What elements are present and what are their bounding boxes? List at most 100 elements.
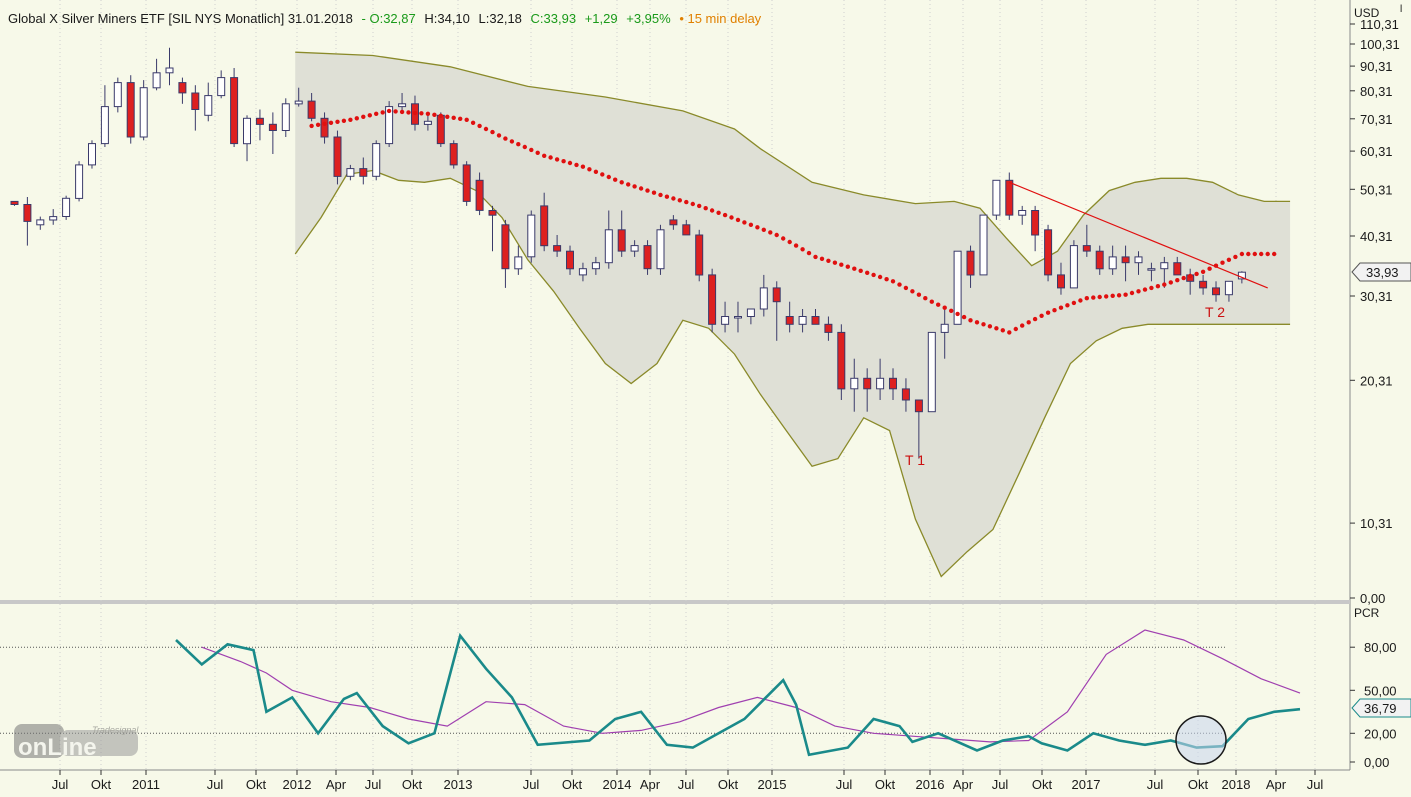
candle-body-16 <box>218 78 225 96</box>
sma-dot-29 <box>497 133 501 137</box>
sma-dot-142 <box>1227 258 1231 262</box>
candle-body-44 <box>579 269 586 275</box>
sma-dot-101 <box>962 315 966 319</box>
sma-dot-27 <box>484 127 488 131</box>
candle-76 <box>993 180 1000 220</box>
time-tick-label-4: Okt <box>246 777 267 792</box>
time-tick-label-18: Okt <box>875 777 896 792</box>
logo-small-text: Tradesignal <box>92 725 139 735</box>
sma-dot-117 <box>1065 303 1069 307</box>
sma-dot-28 <box>490 130 494 134</box>
time-tick-label-2: 2011 <box>132 777 160 792</box>
pcr-tick-label-3: 0,00 <box>1364 755 1389 770</box>
sma-dot-8 <box>361 115 365 119</box>
candle-body-60 <box>786 317 793 325</box>
candle-body-93 <box>1213 288 1220 295</box>
currency-label: USD <box>1354 6 1380 20</box>
time-tick-label-7: Jul <box>365 777 382 792</box>
sma-dot-4 <box>335 120 339 124</box>
candle-body-11 <box>153 73 160 88</box>
candle-body-27 <box>360 169 367 177</box>
candle-body-57 <box>747 309 754 317</box>
sma-dot-55 <box>665 195 669 199</box>
candle-body-69 <box>902 389 909 400</box>
sma-dot-113 <box>1039 314 1043 318</box>
sma-dot-110 <box>1020 323 1024 327</box>
sma-dot-124 <box>1111 294 1115 298</box>
candle-body-28 <box>373 144 380 177</box>
sma-dot-149 <box>1272 252 1276 256</box>
sma-dot-132 <box>1162 282 1166 286</box>
sma-dot-112 <box>1033 317 1037 321</box>
sma-dot-94 <box>917 293 921 297</box>
time-tick-label-8: Okt <box>402 777 423 792</box>
sma-dot-109 <box>1014 327 1018 331</box>
sma-dot-115 <box>1052 308 1056 312</box>
candle-body-43 <box>567 251 574 269</box>
candle-body-79 <box>1032 211 1039 236</box>
candle-25 <box>334 131 341 185</box>
time-tick-label-19: 2016 <box>916 777 945 792</box>
candle-40 <box>528 211 535 263</box>
time-tick-label-28: Jul <box>1307 777 1324 792</box>
corner-marker: l <box>1400 4 1402 15</box>
candle-body-47 <box>618 230 625 251</box>
candle-body-26 <box>347 169 354 177</box>
time-tick-label-23: 2017 <box>1072 777 1101 792</box>
candle-body-50 <box>657 230 664 269</box>
price-tick-label-3: 80,31 <box>1360 84 1393 99</box>
candle-body-54 <box>709 275 716 324</box>
sma-dot-26 <box>477 124 481 128</box>
time-tick-label-10: Jul <box>523 777 540 792</box>
candle-75 <box>980 215 987 275</box>
time-tick-label-27: Apr <box>1266 777 1287 792</box>
candle-body-80 <box>1045 230 1052 275</box>
time-tick-label-26: 2018 <box>1222 777 1251 792</box>
candle-body-81 <box>1058 275 1065 288</box>
candle-6 <box>89 140 96 168</box>
sma-dot-59 <box>691 202 695 206</box>
candle-body-23 <box>308 101 315 118</box>
candle-28 <box>373 140 380 180</box>
sma-dot-1 <box>316 123 320 127</box>
sma-dot-118 <box>1072 301 1076 305</box>
candle-body-49 <box>644 246 651 269</box>
sma-dot-20 <box>439 114 443 118</box>
sma-dot-32 <box>516 142 520 146</box>
time-tick-label-13: Apr <box>640 777 661 792</box>
sma-dot-135 <box>1182 276 1186 280</box>
time-tick-label-14: Jul <box>678 777 695 792</box>
sma-dot-61 <box>704 206 708 210</box>
candle-body-63 <box>825 324 832 332</box>
time-tick-label-22: Okt <box>1032 777 1053 792</box>
candle-body-22 <box>295 101 302 104</box>
sma-dot-146 <box>1253 252 1257 256</box>
sma-dot-91 <box>897 282 901 286</box>
sma-dot-2 <box>322 122 326 126</box>
sma-dot-74 <box>788 240 792 244</box>
sma-dot-95 <box>923 296 927 300</box>
sma-dot-107 <box>1001 328 1005 332</box>
candle-body-52 <box>683 225 690 235</box>
candle-body-76 <box>993 180 1000 215</box>
sma-dot-116 <box>1059 306 1063 310</box>
candle-80 <box>1045 225 1052 281</box>
sma-dot-93 <box>910 289 914 293</box>
candle-10 <box>140 80 147 140</box>
sma-dot-131 <box>1156 284 1160 288</box>
time-tick-label-12: 2014 <box>603 777 632 792</box>
sma-dot-64 <box>723 213 727 217</box>
candle-64 <box>838 324 845 400</box>
sma-dot-143 <box>1233 255 1237 259</box>
sma-dot-127 <box>1130 291 1134 295</box>
candle-body-67 <box>877 378 884 389</box>
candle-35 <box>463 161 470 206</box>
candle-9 <box>127 75 134 143</box>
sma-dot-85 <box>859 269 863 273</box>
pane-splitter[interactable] <box>0 600 1350 604</box>
price-tick-label-6: 50,31 <box>1360 182 1393 197</box>
candle-body-86 <box>1122 257 1129 263</box>
candle-body-88 <box>1148 269 1155 271</box>
sma-dot-90 <box>891 279 895 283</box>
